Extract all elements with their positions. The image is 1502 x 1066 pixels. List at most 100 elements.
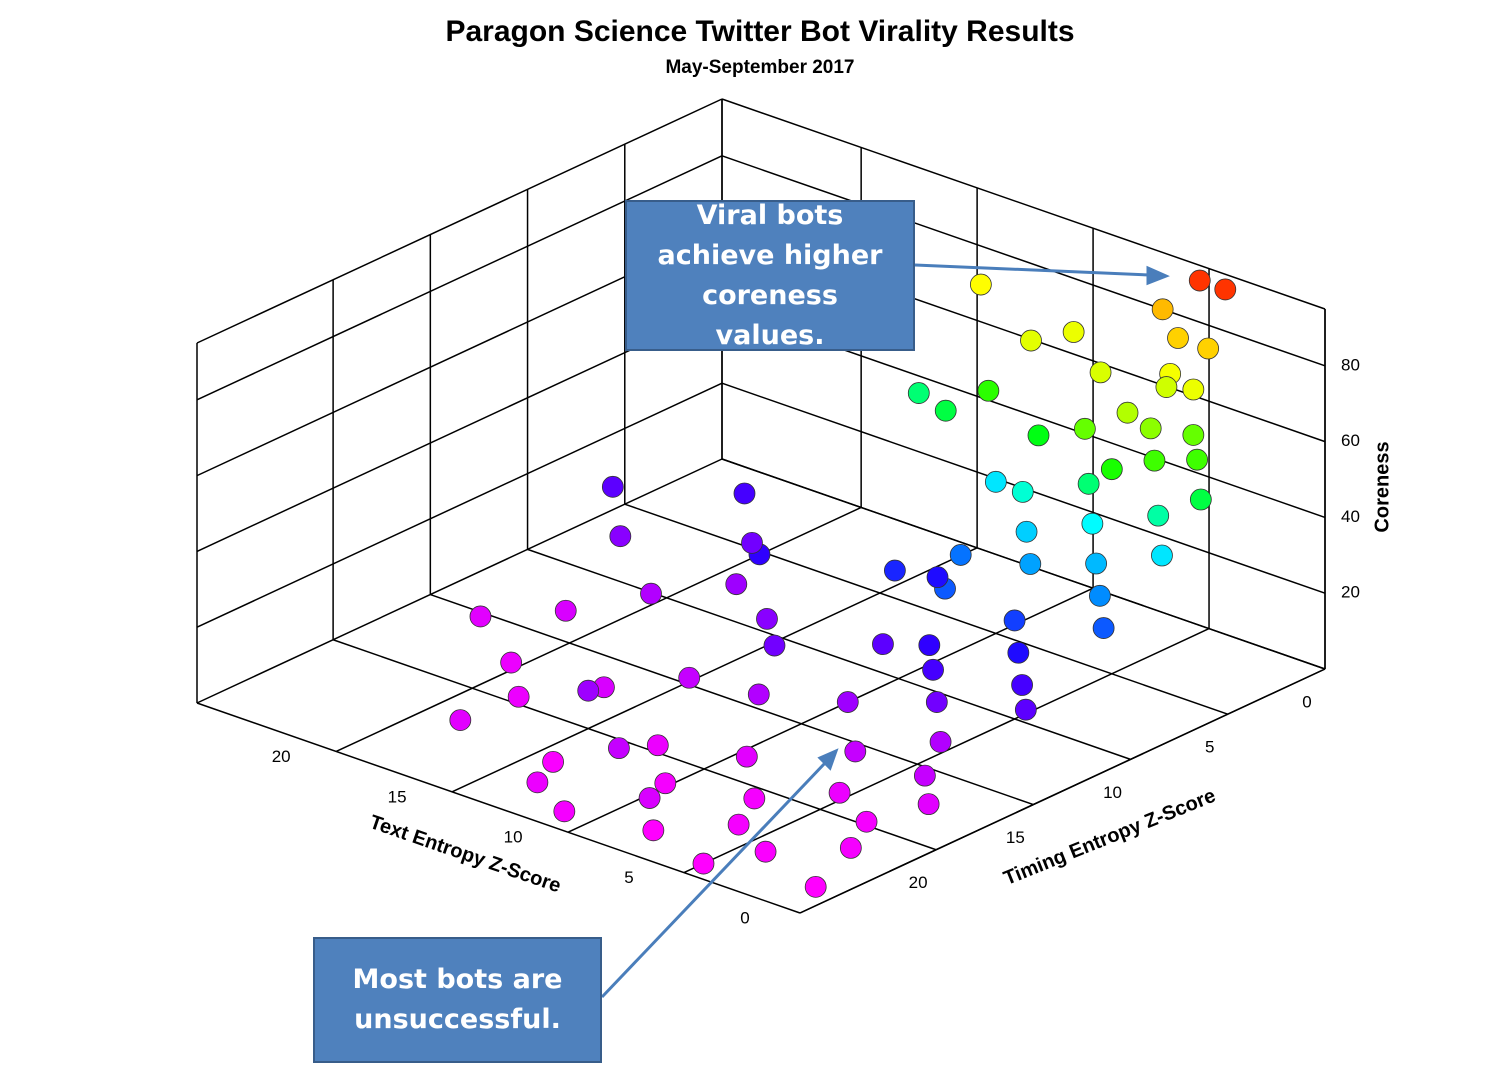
point	[747, 683, 770, 706]
axis-frame	[196, 98, 723, 344]
point	[640, 582, 662, 605]
point	[763, 634, 786, 657]
arrow-head	[1146, 265, 1170, 286]
annotation-text: Viral bots achieve higher coreness value…	[657, 199, 883, 351]
point	[1116, 401, 1139, 424]
grid-line	[527, 548, 1131, 761]
point	[969, 273, 992, 296]
chart-subtitle: May-September 2017	[665, 57, 854, 78]
point	[756, 607, 778, 630]
grid-line	[624, 503, 1229, 715]
point	[1077, 472, 1100, 495]
point	[913, 764, 936, 787]
x-axis-label: Text Entropy Z-Score	[367, 811, 564, 897]
z-tick-label: 60	[1341, 431, 1360, 450]
point	[1085, 552, 1108, 575]
annotation-text: Most bots are unsuccessful.	[352, 964, 563, 1035]
point	[872, 633, 894, 656]
point	[1092, 617, 1115, 639]
point	[925, 691, 948, 713]
point	[1139, 417, 1162, 440]
point	[646, 734, 669, 757]
point	[601, 475, 624, 498]
point	[1147, 504, 1170, 527]
point	[1167, 327, 1189, 349]
point	[642, 819, 665, 842]
grid-line	[721, 155, 1326, 367]
y-tick-label: 20	[909, 873, 928, 892]
grid-line	[799, 668, 1326, 914]
point	[1007, 641, 1030, 664]
point	[1182, 378, 1205, 401]
annotation-arrows	[600, 263, 1170, 999]
point	[1088, 584, 1111, 607]
point	[1182, 424, 1205, 446]
point	[1081, 512, 1104, 535]
y-tick-label: 0	[1302, 692, 1311, 711]
point	[918, 634, 941, 657]
x-tick-label: 5	[624, 868, 633, 887]
point	[926, 566, 949, 589]
point	[654, 772, 677, 795]
point	[1155, 376, 1178, 398]
point	[741, 531, 763, 554]
point	[733, 482, 756, 505]
point	[844, 740, 867, 763]
grid-line	[332, 639, 937, 851]
point	[678, 666, 701, 689]
point	[754, 840, 777, 863]
chart-title: Paragon Science Twitter Bot Virality Res…	[445, 15, 1074, 48]
point	[1011, 480, 1034, 503]
point	[507, 685, 530, 708]
y-tick-label: 15	[1006, 828, 1025, 847]
annotation-box: Most bots are unsuccessful.	[313, 937, 602, 1063]
point	[577, 679, 600, 702]
point	[1027, 424, 1050, 447]
arrow	[600, 760, 828, 999]
point	[1197, 337, 1220, 360]
y-tick-label: 5	[1205, 738, 1214, 757]
point	[1189, 488, 1212, 511]
point	[638, 787, 661, 809]
point	[1019, 553, 1042, 575]
point	[526, 771, 549, 794]
point	[836, 691, 859, 713]
annotation-box: Viral bots achieve higher coreness value…	[625, 200, 915, 351]
point	[1214, 278, 1237, 301]
arrow	[914, 263, 1151, 277]
x-tick-label: 20	[272, 747, 291, 766]
grid-line	[451, 547, 978, 793]
point	[609, 525, 632, 548]
z-tick-label: 80	[1341, 355, 1360, 374]
x-tick-label: 15	[388, 787, 407, 806]
point	[855, 810, 878, 833]
point	[1186, 448, 1208, 471]
grid-line	[335, 506, 862, 753]
point	[922, 658, 944, 681]
grid	[196, 98, 1326, 914]
point	[1014, 698, 1037, 721]
z-tick-label: 20	[1341, 583, 1360, 602]
point	[917, 793, 940, 816]
point	[828, 781, 851, 804]
point	[804, 875, 827, 898]
grid-line	[196, 155, 723, 401]
point	[977, 379, 1000, 402]
z-tick-label: 40	[1341, 507, 1360, 526]
point	[1151, 298, 1174, 321]
point	[1011, 674, 1033, 696]
arrow-head	[817, 748, 839, 771]
y-tick-label: 10	[1103, 783, 1122, 802]
point	[1073, 417, 1096, 440]
point	[469, 605, 492, 628]
point	[1015, 520, 1038, 543]
grid-line	[196, 382, 723, 628]
point	[949, 544, 972, 566]
point	[1188, 269, 1211, 292]
x-tick-label: 10	[504, 828, 523, 847]
points	[449, 269, 1237, 898]
point	[929, 731, 952, 753]
point	[934, 399, 957, 422]
point	[449, 709, 472, 731]
